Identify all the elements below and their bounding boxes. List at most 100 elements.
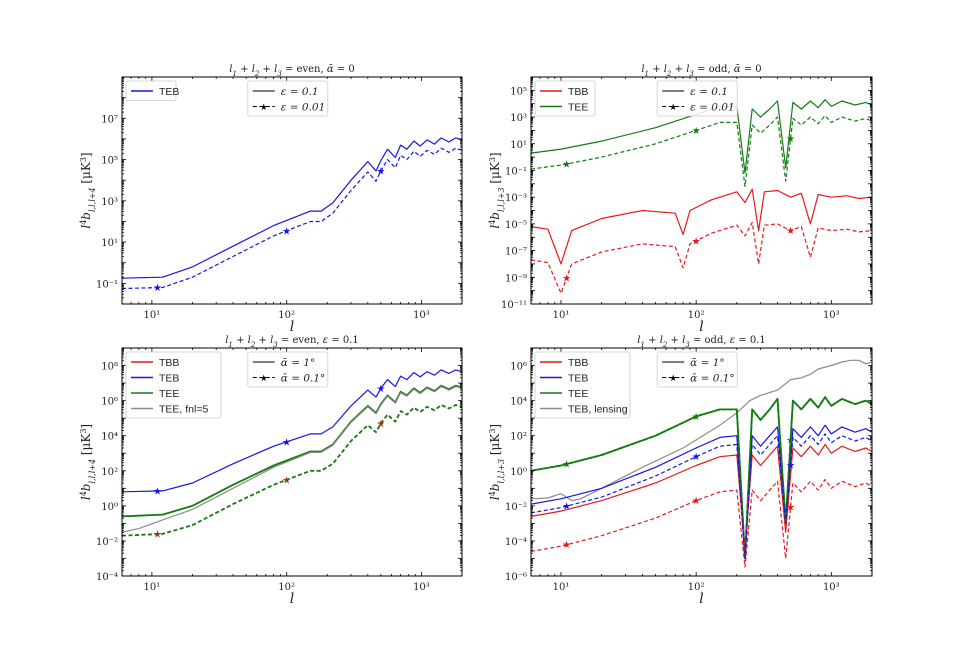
series-line-teb-1- xyxy=(122,369,462,493)
star-marker: ★ xyxy=(786,435,795,446)
star-marker: ★ xyxy=(153,487,162,498)
legend-label: TEB xyxy=(159,373,179,385)
star-marker: ★ xyxy=(692,236,701,247)
star-marker: ★ xyxy=(562,460,571,471)
series-group: ★ ★ ★ ★ ★ ★ xyxy=(531,99,872,294)
y-tick-label: 10⁻¹ xyxy=(96,279,118,290)
chart-title: l1 + l2 + l3 = odd, ε = 0.1 xyxy=(637,335,765,349)
series-line-tee-0-1- xyxy=(531,396,872,560)
series-line-tee-0-01 xyxy=(531,115,872,188)
star-marker: ★ xyxy=(692,412,701,423)
x-tick-label: 10² xyxy=(278,310,295,321)
y-tick-label: 10² xyxy=(510,432,527,443)
star-marker: ★ xyxy=(153,530,162,541)
star-marker: ★ xyxy=(562,502,571,513)
panel-1: ★ ★ ★ 10¹ 10² 10³ 10⁻¹ 10¹ 10³ 10⁵ 10⁷ l1 + l2 + l3… xyxy=(79,64,463,335)
legend-label: ε = 0.1 xyxy=(281,86,319,98)
y-tick-label: 10¹ xyxy=(510,140,527,151)
y-tick-label: 10⁰ xyxy=(101,502,118,513)
star-marker: ★ xyxy=(376,384,385,395)
legend-label: TEB xyxy=(568,373,588,385)
x-tick-label: 10¹ xyxy=(144,582,161,593)
y-tick-label: 10⁻³ xyxy=(505,193,527,204)
legend-box xyxy=(125,351,222,419)
y-tick-label: 10⁴ xyxy=(101,432,118,443)
star-marker: ★ xyxy=(260,103,268,113)
x-tick-label: 10¹ xyxy=(144,310,161,321)
star-marker: ★ xyxy=(786,134,795,145)
series-line-tbb-0-01 xyxy=(531,221,872,294)
legend-box xyxy=(247,351,329,388)
series-line-teb-0-1- xyxy=(531,433,872,560)
axes-frame xyxy=(121,347,463,577)
y-tick-label: 10⁻⁷ xyxy=(505,247,527,258)
y-tick-label: 10⁻² xyxy=(505,502,527,513)
series-group: ★ ★ ★ xyxy=(122,137,462,294)
series-group: ★ ★ ★ ★ ★ ★ xyxy=(122,369,462,541)
y-tick-label: 10⁻⁶ xyxy=(505,572,527,583)
star-marker: ★ xyxy=(786,460,795,471)
y-tick-label: 10⁻⁵ xyxy=(505,220,527,231)
series-line-teb-0-01 xyxy=(122,147,462,290)
x-axis-label: l xyxy=(290,591,294,607)
axes-frame xyxy=(530,347,873,577)
legend-label: TEE xyxy=(159,388,179,400)
x-axis-label: l xyxy=(290,319,294,335)
y-axis-label: l4bl,l,l+4 [μK3] xyxy=(79,152,97,228)
legend-label: TBB xyxy=(568,86,588,98)
x-tick-label: 10³ xyxy=(823,310,840,321)
legend-label: TEE, fnl=5 xyxy=(159,404,208,416)
series-line-teb-0-1 xyxy=(122,137,462,279)
legend-box xyxy=(534,351,631,419)
y-axis-label: l4bl,l,l+3 [μK3] xyxy=(488,152,506,228)
chart-title: l1 + l2 + l3 = even, ε = 0.1 xyxy=(225,335,359,349)
y-tick-label: 10⁻¹ xyxy=(505,166,527,177)
star-marker: ★ xyxy=(562,273,571,284)
x-axis-label: l xyxy=(699,319,703,335)
y-tick-label: 10⁶ xyxy=(101,397,118,408)
chart-title: l1 + l2 + l3 = even, ᾱ = 0 xyxy=(229,64,354,78)
y-tick-label: 10⁴ xyxy=(510,397,527,408)
legend-label: TEB, lensing xyxy=(568,404,628,416)
series-line-tee-fnl-5 xyxy=(122,386,462,533)
legend-label: TBB xyxy=(568,357,588,369)
axes-frame xyxy=(121,76,463,305)
star-marker: ★ xyxy=(669,374,677,384)
series-line-tbb-1- xyxy=(531,443,872,551)
star-marker: ★ xyxy=(692,496,701,507)
legend-label: ᾱ = 1° xyxy=(690,357,725,369)
y-axis-label: l4bl,l,l+4 [μK3] xyxy=(79,424,97,500)
x-tick-label: 10³ xyxy=(413,310,430,321)
y-tick-label: 10⁻¹¹ xyxy=(501,300,527,311)
legend-box xyxy=(247,80,329,117)
x-tick-label: 10¹ xyxy=(553,582,570,593)
star-marker: ★ xyxy=(562,160,571,171)
legend-label: ᾱ = 0.1° xyxy=(690,373,735,385)
legend-label: ε = 0.1 xyxy=(690,86,728,98)
series-line-tbb-0-1 xyxy=(531,188,872,265)
star-marker: ★ xyxy=(786,226,795,237)
series-line-tee-1- xyxy=(531,396,872,560)
panel-3: ★ ★ ★ ★ ★ ★ 10¹ 10² 10³ 10⁻⁴ 10⁻² 10⁰ 10² 10⁴ 10⁶ 10⁸ l1… xyxy=(79,335,463,607)
y-tick-label: 10³ xyxy=(101,197,118,208)
series-group: ★ ★ ★ ★ ★ ★ ★ ★ ★ xyxy=(531,359,872,568)
panel-2: ★ ★ ★ ★ ★ ★ 10¹ 10² 10³ 10⁻¹¹ 10⁻⁹ 10⁻⁷ 10⁻⁵ 10⁻³ 10⁻¹… xyxy=(488,64,873,335)
series-line-teb-lensing xyxy=(531,359,872,502)
y-tick-label: 10⁶ xyxy=(510,362,527,373)
chart-title: l1 + l2 + l3 = odd, ᾱ = 0 xyxy=(641,64,761,78)
star-marker: ★ xyxy=(786,503,795,514)
y-tick-label: 10⁻⁴ xyxy=(96,572,118,583)
panel-4: ★ ★ ★ ★ ★ ★ ★ ★ ★ 10¹ 10² 10³ 10⁻⁶ 10⁻⁴ 10⁻² 10⁰ 10² 10⁴ 1… xyxy=(488,335,873,607)
star-marker: ★ xyxy=(562,540,571,551)
legend-label: TBB xyxy=(159,357,179,369)
x-tick-label: 10² xyxy=(688,310,705,321)
y-tick-label: 10³ xyxy=(510,113,527,124)
star-marker: ★ xyxy=(669,103,677,113)
y-tick-label: 10⁸ xyxy=(101,362,118,373)
legend-label: ᾱ = 0.1° xyxy=(281,373,326,385)
x-tick-label: 10² xyxy=(278,582,295,593)
x-tick-label: 10² xyxy=(688,582,705,593)
star-marker: ★ xyxy=(282,437,291,448)
star-marker: ★ xyxy=(692,126,701,137)
